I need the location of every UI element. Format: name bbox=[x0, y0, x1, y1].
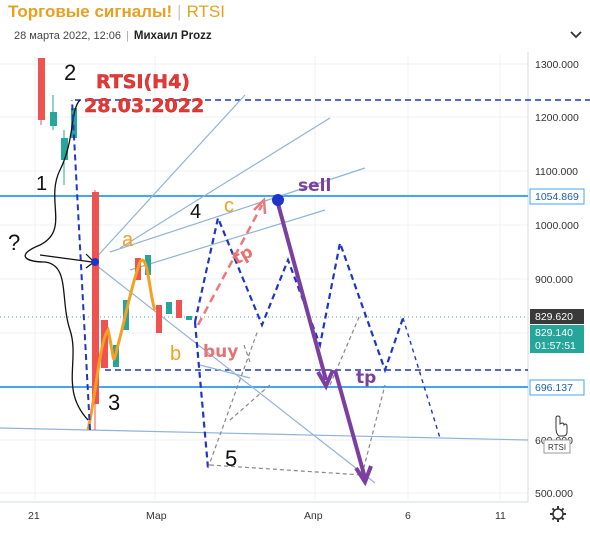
arrow-head bbox=[354, 465, 373, 487]
post-meta: 28 марта 2022, 12:06 | Михаил Prozz bbox=[14, 30, 212, 42]
time-axis-labels: 21 Мар Апр 6 11 bbox=[28, 510, 506, 522]
annotation-buy: buy bbox=[203, 342, 238, 362]
post-header: Торговые сигналы! | RTSI 28 марта 2022, 12… bbox=[0, 0, 590, 52]
annotation-symbol: RTSI(H4) bbox=[96, 71, 190, 93]
time-label: 11 bbox=[495, 510, 506, 522]
price-tag-level-low[interactable]: 696.137 bbox=[529, 379, 585, 396]
grid-vertical bbox=[34, 55, 501, 500]
svg-text:829.620: 829.620 bbox=[535, 311, 573, 323]
time-label: 6 bbox=[405, 510, 411, 522]
chevron-down-icon[interactable] bbox=[568, 26, 584, 42]
wave-label-b: b bbox=[170, 343, 181, 365]
wave-dashed-up bbox=[71, 99, 91, 431]
meta-separator: | bbox=[126, 30, 129, 42]
post-date: 28 марта 2022, 12:06 bbox=[14, 30, 122, 42]
title-separator: | bbox=[177, 2, 182, 21]
arrow-head bbox=[316, 369, 335, 391]
wave-label-c: c bbox=[224, 195, 234, 217]
chart-canvas[interactable]: 1300.000 1200.000 1100.000 1000.000 900.… bbox=[0, 52, 590, 544]
projected-tail bbox=[402, 317, 441, 439]
post-title: Торговые сигналы! | RTSI bbox=[8, 2, 225, 22]
wave-label-1: 1 bbox=[36, 173, 47, 195]
sell-arrow-1 bbox=[275, 199, 328, 381]
time-label: 21 bbox=[28, 510, 40, 522]
wave-label-4: 4 bbox=[190, 201, 201, 223]
annotation-sell: sell bbox=[298, 176, 331, 196]
price-label: 500.000 bbox=[535, 488, 573, 500]
projected-zigzag bbox=[193, 214, 405, 374]
brace-arrow bbox=[39, 254, 93, 263]
price-label: 1200.000 bbox=[535, 112, 579, 124]
post-title-text[interactable]: Торговые сигналы! bbox=[8, 2, 173, 21]
annotation-date: 28.03.2022 bbox=[84, 95, 204, 117]
wave-label-a: a bbox=[122, 229, 134, 251]
annotation-tp-2: tp bbox=[356, 368, 376, 388]
svg-text:01:57:51: 01:57:51 bbox=[535, 340, 576, 352]
sell-arrow-2 bbox=[333, 369, 367, 479]
svg-text:829.140: 829.140 bbox=[535, 327, 573, 339]
price-tag-last[interactable]: 829.140 01:57:51 bbox=[530, 325, 584, 353]
question-mark: ? bbox=[8, 230, 20, 255]
time-label: Апр bbox=[304, 510, 323, 522]
time-label: Мар bbox=[146, 510, 167, 522]
gear-icon[interactable] bbox=[550, 506, 566, 522]
arrow-head bbox=[253, 197, 267, 215]
wave-label-2: 2 bbox=[64, 60, 76, 85]
hand-cursor-icon bbox=[555, 415, 568, 437]
hand-drawn-brace bbox=[24, 99, 89, 421]
price-label: 900.000 bbox=[535, 274, 573, 286]
price-tag-current[interactable]: 829.620 bbox=[530, 309, 584, 324]
price-label: 1100.000 bbox=[535, 166, 578, 178]
helper-arrows bbox=[207, 314, 386, 476]
projected-drop bbox=[193, 321, 210, 469]
wave-label-5: 5 bbox=[225, 446, 237, 471]
sell-entry-dot bbox=[272, 194, 284, 206]
grid-horizontal bbox=[0, 63, 528, 494]
ticker-link[interactable]: RTSI bbox=[186, 2, 225, 21]
svg-text:RTSI: RTSI bbox=[548, 443, 566, 452]
tp-arrow-up bbox=[196, 204, 264, 326]
price-label: 1000.000 bbox=[535, 220, 579, 232]
symbol-badge: RTSI bbox=[543, 439, 571, 454]
svg-text:1054.869: 1054.869 bbox=[535, 191, 579, 203]
svg-text:696.137: 696.137 bbox=[535, 382, 573, 394]
author-name[interactable]: Михаил Prozz bbox=[133, 30, 212, 42]
wave-label-3: 3 bbox=[108, 390, 120, 415]
chart-area[interactable]: 1300.000 1200.000 1100.000 1000.000 900.… bbox=[0, 52, 590, 544]
wave-path-orange bbox=[86, 258, 157, 431]
pivot-dot bbox=[91, 258, 99, 266]
price-label: 1300.000 bbox=[535, 59, 579, 71]
price-tag-level-high[interactable]: 1054.869 bbox=[529, 188, 585, 205]
